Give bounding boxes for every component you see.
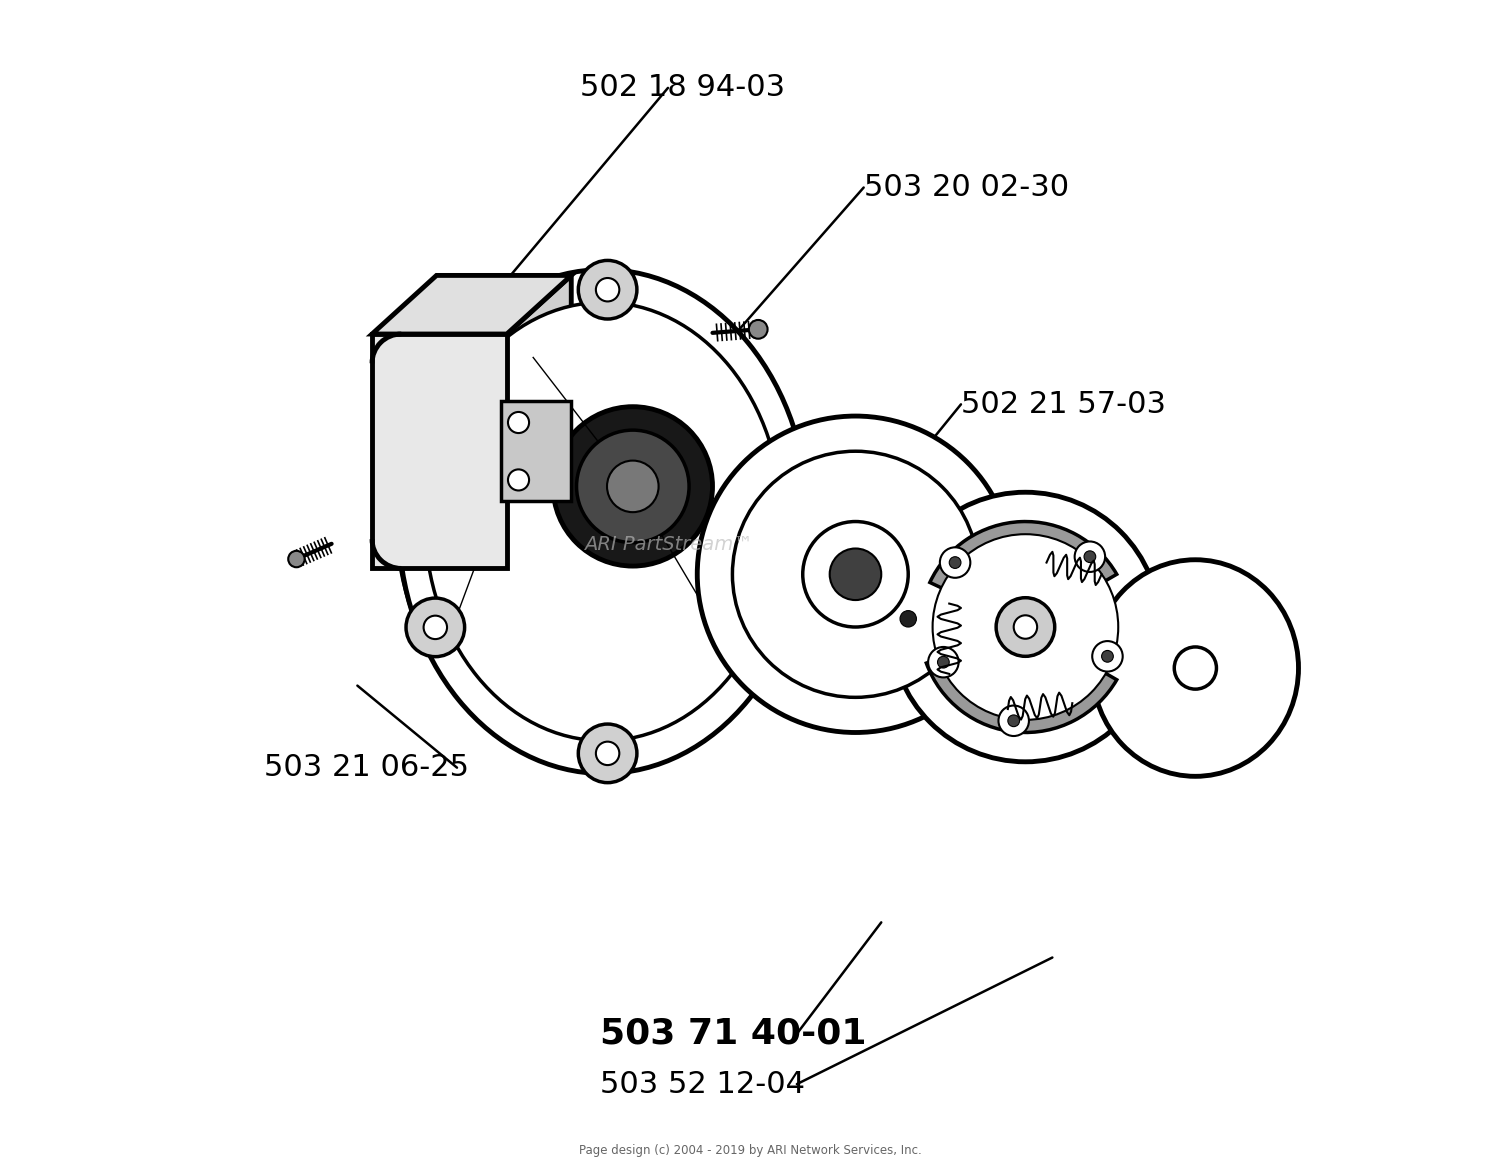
Text: Page design (c) 2004 - 2019 by ARI Network Services, Inc.: Page design (c) 2004 - 2019 by ARI Netwo…: [579, 1144, 921, 1158]
Circle shape: [999, 706, 1029, 736]
Ellipse shape: [399, 270, 808, 774]
Circle shape: [830, 548, 882, 600]
Polygon shape: [372, 275, 572, 334]
Polygon shape: [507, 275, 572, 568]
Text: 502 21 57-03: 502 21 57-03: [962, 390, 1166, 418]
Circle shape: [579, 260, 638, 319]
Text: 502 18 94-03: 502 18 94-03: [580, 74, 784, 102]
Circle shape: [1101, 650, 1113, 662]
Circle shape: [802, 522, 907, 627]
Wedge shape: [927, 627, 1118, 732]
Circle shape: [1092, 641, 1122, 672]
Circle shape: [406, 598, 465, 656]
Circle shape: [509, 469, 530, 490]
Circle shape: [950, 557, 962, 568]
Text: 503 21 06-25: 503 21 06-25: [264, 754, 468, 782]
Wedge shape: [930, 522, 1118, 627]
Circle shape: [940, 547, 970, 578]
Circle shape: [608, 461, 658, 512]
Ellipse shape: [394, 271, 794, 761]
Circle shape: [596, 278, 619, 301]
Ellipse shape: [1092, 560, 1299, 776]
Circle shape: [596, 742, 619, 765]
Circle shape: [1174, 647, 1216, 689]
Circle shape: [1074, 541, 1106, 572]
Polygon shape: [372, 334, 507, 568]
Text: 503 71 40-01: 503 71 40-01: [600, 1016, 867, 1051]
Circle shape: [1008, 715, 1020, 727]
Circle shape: [576, 430, 688, 543]
Circle shape: [509, 413, 530, 434]
Polygon shape: [501, 401, 572, 502]
Circle shape: [423, 615, 447, 639]
Circle shape: [698, 416, 1014, 732]
Text: 503 52 12-04: 503 52 12-04: [600, 1070, 806, 1098]
Text: ARI PartStream™: ARI PartStream™: [584, 536, 753, 554]
Circle shape: [288, 551, 304, 567]
Circle shape: [933, 534, 1118, 720]
Circle shape: [928, 647, 958, 677]
Circle shape: [996, 598, 1054, 656]
Circle shape: [732, 451, 978, 697]
Circle shape: [1014, 615, 1036, 639]
Text: 503 20 02-30: 503 20 02-30: [864, 173, 1070, 202]
Ellipse shape: [424, 302, 782, 741]
Circle shape: [1084, 551, 1095, 563]
Circle shape: [554, 407, 712, 566]
Circle shape: [938, 656, 950, 668]
Circle shape: [748, 320, 768, 339]
Circle shape: [579, 724, 638, 783]
Circle shape: [900, 611, 916, 627]
Circle shape: [891, 492, 1160, 762]
